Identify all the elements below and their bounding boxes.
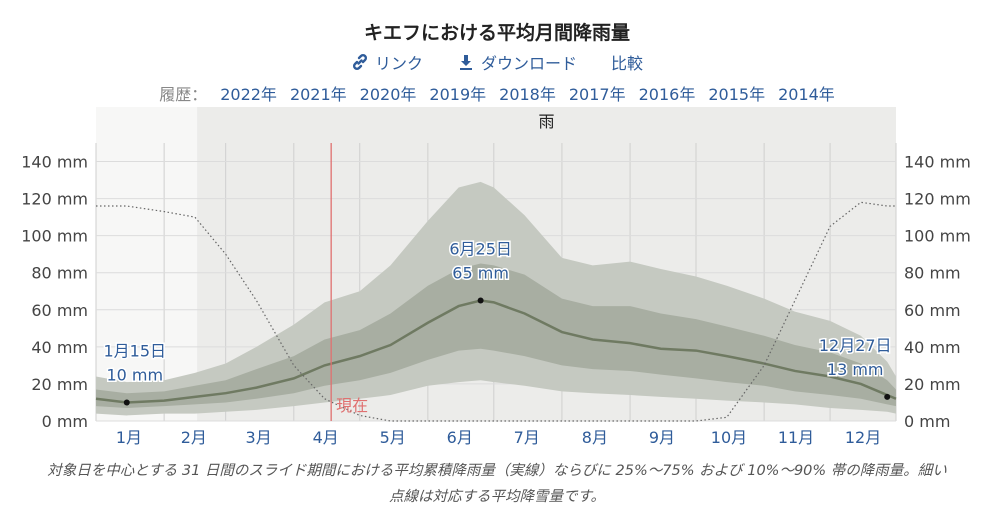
history-year-link[interactable]: 2019年 (429, 85, 487, 104)
history-year-link[interactable]: 2021年 (289, 85, 347, 104)
y-tick-label-right: 0 mm (904, 412, 950, 431)
x-tick-label: 10月 (711, 428, 747, 447)
x-tick-label: 2月 (181, 428, 207, 447)
x-tick-label: 7月 (514, 428, 540, 447)
x-tick-label: 8月 (582, 428, 608, 447)
compare-button[interactable]: 比較 (611, 50, 643, 74)
y-tick-label-left: 40 mm (31, 338, 88, 357)
y-tick-label-right: 40 mm (904, 338, 961, 357)
history-year-link[interactable]: 2017年 (568, 85, 626, 104)
action-bar: リンク ダウンロード 比較 (0, 50, 994, 74)
history-year-link[interactable]: 2020年 (359, 85, 417, 104)
annotation-amount: 13 mm (827, 360, 884, 379)
y-tick-label-left: 60 mm (31, 301, 88, 320)
history-label: 履歴： (159, 85, 208, 104)
x-tick-label: 12月 (845, 428, 881, 447)
y-tick-label-right: 100 mm (904, 227, 971, 246)
link-icon (352, 53, 367, 71)
y-tick-label-left: 20 mm (31, 375, 88, 394)
season-label: 雨 (539, 112, 555, 131)
y-tick-label-left: 0 mm (42, 412, 88, 431)
annotation-date: 12月27日 (819, 336, 892, 355)
y-tick-label-left: 120 mm (21, 190, 88, 209)
annotation-amount: 65 mm (452, 264, 509, 283)
x-tick-label: 1月 (116, 428, 142, 447)
y-tick-label-left: 80 mm (31, 264, 88, 283)
y-tick-label-left: 140 mm (21, 153, 88, 172)
y-tick-label-right: 140 mm (904, 153, 971, 172)
chart-caption: 対象日を中心とする 31 日間のスライド期間における平均累積降雨量（実線）ならび… (47, 463, 947, 505)
download-button[interactable]: ダウンロード (457, 50, 577, 74)
band-25-75 (96, 263, 896, 409)
y-tick-label-right: 60 mm (904, 301, 961, 320)
history-year-link[interactable]: 2022年 (220, 85, 277, 104)
y-tick-label-right: 80 mm (904, 264, 961, 283)
history-year-link[interactable]: 2015年 (708, 85, 766, 104)
annotation-point (123, 399, 130, 406)
download-label: ダウンロード (480, 54, 577, 73)
x-tick-label: 9月 (649, 428, 675, 447)
link-button[interactable]: リンク (351, 50, 423, 74)
y-tick-label-right: 120 mm (904, 190, 971, 209)
x-tick-label: 5月 (380, 428, 406, 447)
history-year-link[interactable]: 2016年 (638, 85, 696, 104)
annotation-point (477, 297, 484, 304)
now-label: 現在 (336, 396, 368, 415)
snow-dotted-line (96, 201, 896, 422)
annotation-date: 1月15日 (103, 341, 166, 360)
annotation-date: 6月25日 (449, 240, 512, 259)
x-tick-label: 3月 (246, 428, 272, 447)
history-year-link[interactable]: 2014年 (778, 85, 835, 104)
history-bar: 履歴： 2022年 2021年 2020年 2019年 2018年 2017年 … (0, 81, 994, 105)
page-title: キエフにおける平均月間降雨量 (363, 22, 630, 44)
annotation-point (884, 393, 891, 400)
download-icon (459, 55, 472, 70)
y-tick-label-left: 100 mm (21, 227, 88, 246)
history-year-link[interactable]: 2018年 (499, 85, 556, 104)
annotation-amount: 10 mm (106, 365, 163, 384)
x-tick-label: 11月 (778, 428, 814, 447)
median-line (95, 299, 897, 404)
link-label: リンク (374, 54, 423, 73)
compare-label: 比較 (611, 54, 644, 73)
x-tick-label: 4月 (313, 428, 339, 447)
y-tick-label-right: 20 mm (904, 375, 961, 394)
x-tick-label: 6月 (447, 428, 473, 447)
